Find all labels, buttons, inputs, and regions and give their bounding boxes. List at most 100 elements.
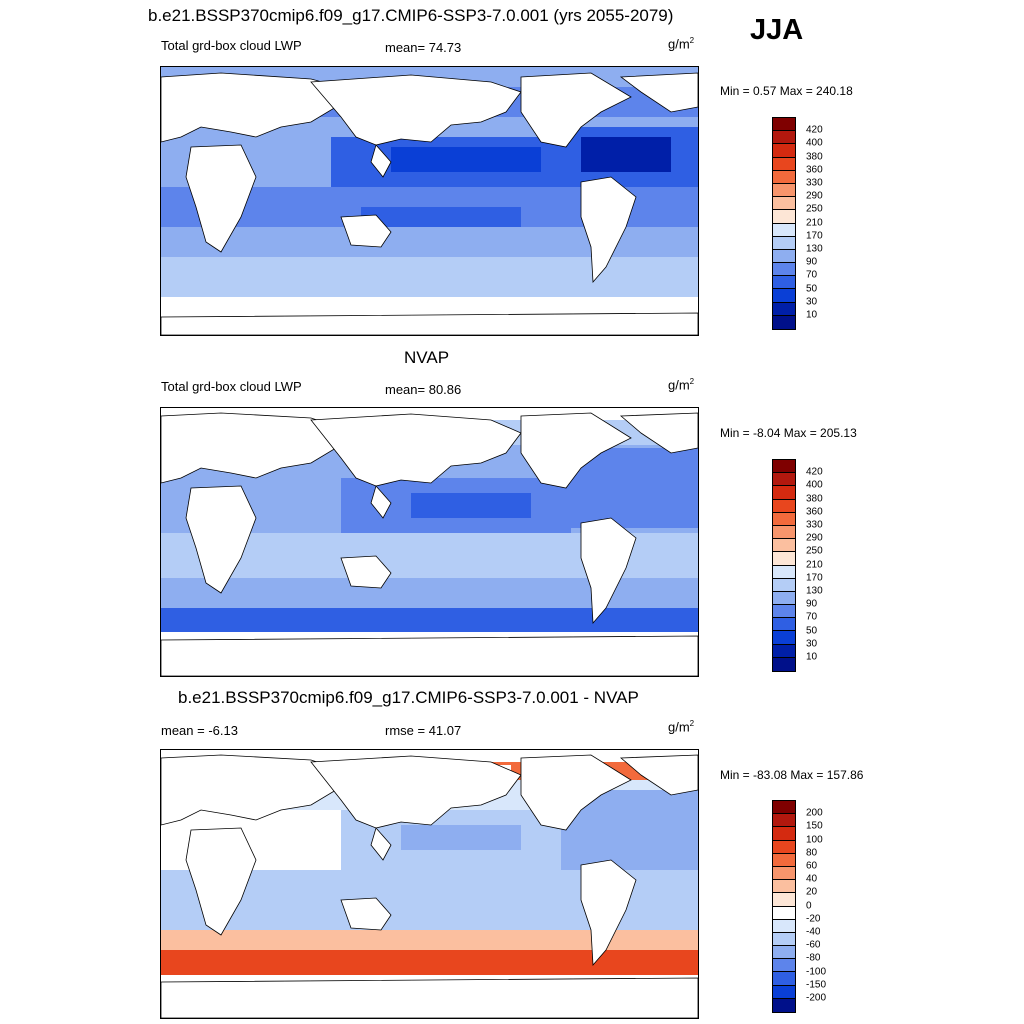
panel2-mean: mean= 80.86 bbox=[385, 382, 462, 397]
colorbar-swatch bbox=[773, 131, 795, 145]
panel1-title: b.e21.BSSP370cmip6.f09_g17.CMIP6-SSP3-7.… bbox=[148, 6, 674, 25]
season-label: JJA bbox=[750, 14, 804, 46]
colorbar-swatch bbox=[773, 605, 795, 619]
colorbar-tick-label: 360 bbox=[806, 506, 823, 518]
colorbar-swatch bbox=[773, 906, 795, 920]
colorbar-tick-label: 150 bbox=[806, 820, 823, 832]
colorbar-tick-label: 80 bbox=[806, 847, 818, 859]
colorbar-swatch bbox=[773, 946, 795, 960]
panel2-title: NVAP bbox=[404, 348, 450, 367]
colorbar-swatch bbox=[773, 840, 795, 854]
colorbar-swatch bbox=[773, 276, 795, 290]
colorbar-tick-label: 60 bbox=[806, 860, 818, 872]
panel1-map bbox=[160, 66, 699, 336]
colorbar-tick-label: 420 bbox=[806, 124, 823, 136]
panel1-field-label: Total grd-box cloud LWP bbox=[161, 38, 302, 53]
colorbar-swatch bbox=[773, 985, 795, 999]
colorbar-swatch bbox=[773, 499, 795, 513]
colorbar-swatch bbox=[773, 249, 795, 264]
colorbar-swatch bbox=[773, 644, 795, 658]
colorbar-tick-label: 250 bbox=[806, 545, 823, 557]
panel1-minmax: Min = 0.57 Max = 240.18 bbox=[720, 84, 853, 98]
colorbar-tick-label: 130 bbox=[806, 585, 823, 597]
colorbar-tick-label: 90 bbox=[806, 598, 818, 610]
colorbar-swatch bbox=[773, 814, 795, 828]
colorbar-tick-label: 70 bbox=[806, 269, 818, 281]
colorbar-tick-label: 290 bbox=[806, 532, 823, 544]
colorbar-tick-label: 40 bbox=[806, 873, 818, 885]
colorbar-tick-label: 100 bbox=[806, 834, 823, 846]
colorbar-tick-label: 210 bbox=[806, 217, 823, 229]
colorbar-swatch bbox=[773, 618, 795, 632]
colorbar-tick-label: 380 bbox=[806, 493, 823, 505]
colorbar-tick-label: 50 bbox=[806, 625, 818, 637]
colorbar-swatch bbox=[773, 880, 795, 894]
colorbar-tick-label: 30 bbox=[806, 296, 818, 308]
colorbar-tick-label: 170 bbox=[806, 230, 823, 242]
panel2-minmax: Min = -8.04 Max = 205.13 bbox=[720, 426, 857, 440]
colorbar-tick-label: 420 bbox=[806, 466, 823, 478]
colorbar-tick-label: 330 bbox=[806, 519, 823, 531]
colorbar-tick-label: -100 bbox=[806, 966, 827, 978]
colorbar-swatch bbox=[773, 972, 795, 986]
colorbar-swatch bbox=[773, 801, 795, 815]
panel3-mean: mean = -6.13 bbox=[161, 723, 238, 738]
colorbar-tick-label: 400 bbox=[806, 479, 823, 491]
panel2-field-label: Total grd-box cloud LWP bbox=[161, 379, 302, 394]
colorbar-swatch bbox=[773, 315, 795, 329]
panel3-units: g/m2 bbox=[668, 719, 695, 735]
colorbar-swatch bbox=[773, 893, 795, 907]
colorbar-swatch bbox=[773, 578, 795, 592]
colorbar-swatch bbox=[773, 932, 795, 947]
panel1-units: g/m2 bbox=[668, 36, 695, 52]
colorbar-tick-label: 290 bbox=[806, 190, 823, 202]
colorbar-tick-label: 20 bbox=[806, 886, 818, 898]
colorbar-swatch bbox=[773, 144, 795, 158]
colorbar-swatch bbox=[773, 473, 795, 487]
colorbar-swatch bbox=[773, 223, 795, 237]
colorbar-tick-label: 50 bbox=[806, 283, 818, 295]
colorbar-tick-label: 90 bbox=[806, 256, 818, 268]
colorbar-swatch bbox=[773, 525, 795, 540]
colorbar-swatch bbox=[773, 210, 795, 224]
panel2-units: g/m2 bbox=[668, 377, 695, 393]
colorbar-swatch bbox=[773, 118, 795, 132]
panel1-mean: mean= 74.73 bbox=[385, 40, 462, 55]
colorbar-swatch bbox=[773, 170, 795, 184]
colorbar-swatch bbox=[773, 657, 795, 671]
colorbar-tick-label: -80 bbox=[806, 952, 821, 964]
colorbar-tick-label: -200 bbox=[806, 992, 827, 1004]
panel3-rmse: rmse = 41.07 bbox=[385, 723, 462, 738]
colorbar-tick-label: 250 bbox=[806, 203, 823, 215]
panel3-map bbox=[160, 749, 699, 1019]
colorbar-tick-label: 200 bbox=[806, 807, 823, 819]
colorbar-swatch bbox=[773, 236, 795, 250]
colorbar-swatch bbox=[773, 512, 795, 526]
colorbar-tick-label: 210 bbox=[806, 559, 823, 571]
colorbar-swatch bbox=[773, 853, 795, 867]
colorbar-tick-label: 70 bbox=[806, 611, 818, 623]
colorbar-swatch bbox=[773, 565, 795, 579]
colorbar-tick-label: -60 bbox=[806, 939, 821, 951]
colorbar-swatch bbox=[773, 157, 795, 171]
panel3-title: b.e21.BSSP370cmip6.f09_g17.CMIP6-SSP3-7.… bbox=[178, 688, 639, 707]
colorbar-tick-label: 130 bbox=[806, 243, 823, 255]
colorbar-tick-label: -40 bbox=[806, 926, 821, 938]
colorbar-swatch bbox=[773, 197, 795, 211]
colorbar-tick-label: 170 bbox=[806, 572, 823, 584]
colorbar-tick-label: 380 bbox=[806, 151, 823, 163]
panel3-colorbar bbox=[772, 800, 796, 1013]
colorbar-swatch bbox=[773, 919, 795, 933]
colorbar-tick-label: 30 bbox=[806, 638, 818, 650]
colorbar-tick-label: 400 bbox=[806, 137, 823, 149]
colorbar-tick-label: 0 bbox=[806, 900, 812, 912]
colorbar-swatch bbox=[773, 486, 795, 500]
colorbar-swatch bbox=[773, 263, 795, 277]
panel1-colorbar bbox=[772, 117, 796, 330]
colorbar-tick-label: 10 bbox=[806, 651, 818, 663]
colorbar-tick-label: 330 bbox=[806, 177, 823, 189]
colorbar-swatch bbox=[773, 998, 795, 1012]
colorbar-swatch bbox=[773, 959, 795, 973]
colorbar-swatch bbox=[773, 302, 795, 316]
colorbar-swatch bbox=[773, 552, 795, 566]
